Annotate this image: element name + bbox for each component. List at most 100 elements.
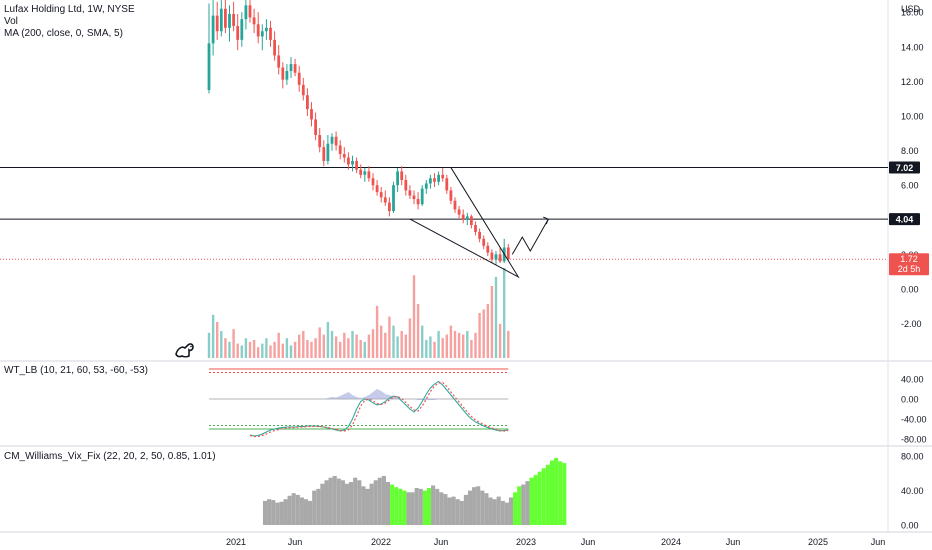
wedge-trendline <box>409 167 520 279</box>
candle-body <box>498 254 502 262</box>
volume-bar <box>453 331 457 358</box>
volume-bar <box>441 338 444 358</box>
volume-bar <box>470 340 473 358</box>
candle-body <box>342 154 346 158</box>
volume-bar <box>367 334 371 358</box>
candle-body <box>478 231 481 239</box>
wt2-line <box>249 381 509 438</box>
candle-body <box>420 188 424 205</box>
candle-body <box>347 157 350 165</box>
vix-bar <box>513 492 518 525</box>
volume-legend[interactable]: Vol <box>4 16 18 27</box>
vix-bar <box>283 499 288 525</box>
vix-bar <box>496 496 501 525</box>
ma-legend[interactable]: MA (200, close, 0, SMA, 5) <box>4 28 123 39</box>
volume-bar <box>298 334 301 358</box>
vix-bar <box>406 492 411 525</box>
candle-body <box>351 160 354 165</box>
wt-tick-label: -40.00 <box>901 415 927 425</box>
price-panel[interactable]: 16.0014.0012.0010.008.006.004.002.000.00… <box>0 0 929 358</box>
candle-body <box>355 160 358 170</box>
vix-fix-legend[interactable]: CM_Williams_Vix_Fix (22, 20, 2, 50, 0.85… <box>4 451 216 462</box>
candle-body <box>248 5 252 18</box>
candle-body <box>457 209 461 215</box>
wt-lb-legend[interactable]: WT_LB (10, 21, 60, 53, -60, -53) <box>4 365 148 376</box>
candle-body <box>306 95 309 110</box>
vix-bar <box>299 497 304 525</box>
volume-bar <box>363 341 366 358</box>
candle-body <box>322 147 326 161</box>
volume-bar <box>224 338 227 358</box>
vix-tick-label: 80.00 <box>901 452 924 462</box>
wt-histogram-area <box>209 389 509 400</box>
candle-body <box>506 247 510 260</box>
vix-bar <box>402 490 407 525</box>
candle-body <box>465 216 469 220</box>
vix-bar <box>521 484 526 525</box>
vix-bar <box>549 460 555 525</box>
candle-body <box>486 245 490 253</box>
vix-bar <box>328 477 333 525</box>
time-axis-label: Jun <box>726 537 741 547</box>
currency-label: USD <box>901 4 921 14</box>
candle-body <box>429 178 432 184</box>
volume-bar <box>211 314 215 358</box>
price-tick-label: -2.00 <box>901 319 922 329</box>
projection-arrowhead <box>543 216 549 225</box>
countdown-label: 2d 5h <box>898 264 921 274</box>
vix-bar <box>349 482 354 525</box>
vix-bar <box>381 475 386 525</box>
candle-body <box>256 24 260 37</box>
vix-bar <box>472 487 477 525</box>
vix-bar <box>361 486 366 525</box>
last-price-label-bg <box>889 253 929 276</box>
volume-bar <box>261 343 264 358</box>
candle-body <box>490 252 494 260</box>
vix-bar <box>320 483 325 525</box>
vix-bar <box>533 475 538 525</box>
candle-body <box>424 183 428 189</box>
vix-bar <box>504 502 509 525</box>
time-axis-label: 2022 <box>371 537 391 547</box>
vix-bar <box>508 497 514 525</box>
price-tick-label: 6.00 <box>901 181 919 191</box>
volume-bar <box>273 341 276 358</box>
volume-bar <box>293 341 297 358</box>
candle-body <box>232 13 235 27</box>
candle-body <box>416 199 420 205</box>
vix-bar <box>279 501 284 525</box>
volume-bar <box>228 341 231 358</box>
volume-bar <box>412 275 416 358</box>
vix-bar <box>390 484 395 525</box>
volume-bar <box>371 329 375 358</box>
time-axis[interactable]: 2021 Jun 2022 Jun 2023 Jun 2024 Jun 2025 Jun <box>226 537 885 547</box>
vix-bar <box>353 477 358 525</box>
level-label: 4.04 <box>896 215 914 225</box>
price-tick-label: 12.00 <box>901 77 924 87</box>
vix-bar <box>480 490 485 525</box>
volume-bar <box>421 325 424 358</box>
vix-tick-label: 0.00 <box>901 521 919 531</box>
candle-body <box>269 27 272 40</box>
candle-body <box>388 202 391 212</box>
candle-body <box>252 17 256 25</box>
vix-bar <box>447 497 452 525</box>
vix-bar <box>275 502 280 525</box>
time-axis-label: Jun <box>871 537 886 547</box>
candle-body <box>404 180 408 191</box>
volume-bar <box>216 322 219 358</box>
candle-body <box>285 71 289 80</box>
vix-bar <box>558 461 563 525</box>
vix-bar <box>357 480 362 525</box>
volume-bar <box>252 340 256 358</box>
candle-body <box>297 72 301 85</box>
symbol-title[interactable]: Lufax Holding Ltd, 1W, NYSE <box>4 4 135 15</box>
candle-body <box>494 254 498 260</box>
candle-body <box>453 200 457 210</box>
wt-lb-panel[interactable]: 40.00 0.00 -40.00 -80.00 <box>209 368 927 445</box>
vix-bar <box>488 497 493 525</box>
vix-bar <box>332 475 337 525</box>
vix-fix-panel[interactable]: 80.00 40.00 0.00 <box>262 452 924 531</box>
vix-bar <box>287 495 292 525</box>
